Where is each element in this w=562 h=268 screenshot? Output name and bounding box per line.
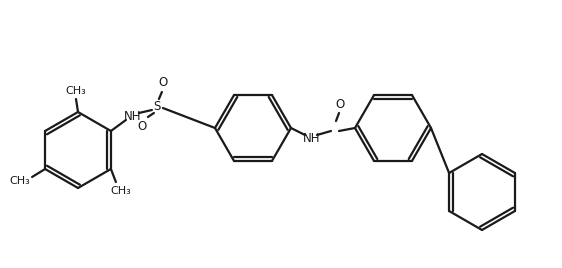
Text: O: O bbox=[137, 121, 147, 133]
Text: O: O bbox=[336, 99, 345, 111]
Text: CH₃: CH₃ bbox=[10, 176, 30, 186]
Text: CH₃: CH₃ bbox=[66, 86, 87, 96]
Text: NH: NH bbox=[303, 132, 321, 144]
Text: NH: NH bbox=[124, 110, 142, 122]
Text: O: O bbox=[158, 76, 167, 90]
Text: CH₃: CH₃ bbox=[111, 186, 132, 196]
Text: S: S bbox=[153, 99, 161, 113]
